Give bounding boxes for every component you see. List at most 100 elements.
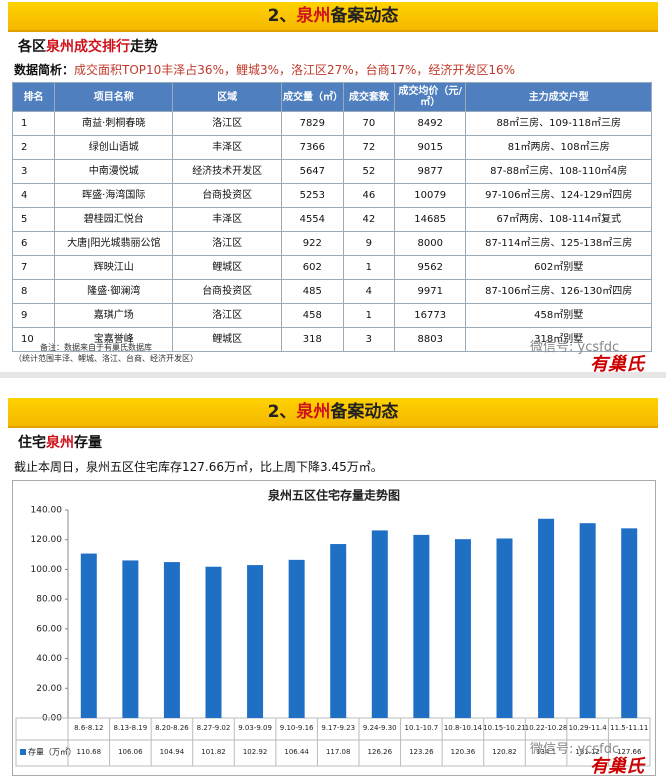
data-table-value: 120.36 (451, 748, 476, 756)
data-table-value: 131.12 (575, 748, 600, 756)
y-tick-label: 80.00 (36, 595, 62, 605)
table-cell: 87-106㎡三房、126-130㎡四房 (465, 279, 652, 304)
table-row: 6 大唐|阳光城翡丽公馆 洛江区 922 9 8000 87-114㎡三房、125-138㎡… (11, 231, 652, 256)
table-cell: 5253 (280, 183, 344, 208)
header-bar: 2、泉州备案动态 (8, 398, 658, 428)
table-cell: 7 (11, 255, 56, 280)
table-cell: 458 (280, 303, 344, 328)
legend-label: 存量（万㎡） (28, 747, 76, 757)
table-cell: 67㎡两房、108-114㎡复式 (465, 207, 652, 232)
table-cell: 485 (280, 279, 344, 304)
table-cell: 10 (11, 327, 56, 352)
watermark: 微信号: ycsfdc (530, 742, 620, 757)
column-header: 项目名称 (54, 82, 174, 112)
chart: 泉州五区住宅存量走势图 0.0020.0040.0060.0080.00100.… (12, 480, 656, 776)
column-header: 排名 (11, 82, 56, 112)
table-cell: 9971 (394, 279, 467, 304)
note: 备注：数据来自于有巢氏数据库 (40, 343, 152, 352)
x-tick-label: 8.13-8.19 (114, 724, 148, 732)
x-tick-label: 10.1-10.7 (405, 724, 439, 732)
table-cell: 经济技术开发区 (172, 159, 282, 184)
table-cell: 4554 (280, 207, 344, 232)
logo: 有巢氏 (590, 354, 644, 375)
table-cell: 隆盛·御澜湾 (54, 279, 174, 304)
table-cell: 14685 (394, 207, 467, 232)
bar (288, 559, 305, 718)
header-highlight: 泉州 (296, 402, 331, 422)
table-cell: 7829 (280, 111, 344, 136)
table-cell: 丰泽区 (172, 207, 282, 232)
table-cell: 602 (280, 255, 344, 280)
table-cell: 2 (11, 135, 56, 160)
column-header: 成交套数 (342, 82, 396, 112)
table-cell: 辉映江山 (54, 255, 174, 280)
summary: 数据简析：成交面积TOP10丰泽占36%，鲤城3%，洛江区27%，台商17%，经… (14, 61, 515, 78)
subtitle-text: 走势 (130, 39, 158, 55)
table-cell: 南益·刺桐春晓 (54, 111, 174, 136)
table-cell: 97-106㎡三房、124-129㎡四房 (465, 183, 652, 208)
table-cell: 7366 (280, 135, 344, 160)
subtitle-highlight: 泉州 (46, 435, 74, 451)
y-tick-label: 120.00 (31, 535, 63, 545)
data-table-value: 134.1 (536, 748, 556, 756)
header-text: 2、 (267, 402, 297, 422)
data-table-value: 101.82 (201, 748, 226, 756)
table-row: 10 宝嘉誉峰 鲤城区 318 3 8803 318㎡别墅 (11, 327, 652, 352)
x-tick-label: 9.17-9.23 (321, 724, 355, 732)
x-tick-label: 9.10-9.16 (280, 724, 314, 732)
stock-panel: 2、泉州备案动态 住宅泉州存量 截止本周日，泉州五区住宅库存127.66万㎡，比… (0, 396, 666, 776)
table-cell: 72 (342, 135, 396, 160)
table-cell: 3 (342, 327, 396, 352)
table-cell: 9 (342, 231, 396, 256)
data-table-value: 126.26 (368, 748, 393, 756)
x-tick-label: 9.03-9.09 (238, 724, 272, 732)
bar (413, 534, 430, 718)
data-table-value: 110.68 (77, 748, 102, 756)
data-table-value: 120.82 (492, 748, 517, 756)
legend-swatch (20, 749, 26, 755)
x-tick-label: 11.5-11.11 (610, 724, 648, 732)
table-cell: 922 (280, 231, 344, 256)
y-tick-label: 40.00 (36, 654, 62, 664)
header-highlight: 泉州 (296, 6, 331, 26)
data-table-value: 123.26 (409, 748, 434, 756)
table-cell: 42 (342, 207, 396, 232)
subtitle-text: 住宅 (18, 435, 46, 451)
column-header: 主力成交户型 (465, 82, 652, 112)
table-cell: 中南漫悦城 (54, 159, 174, 184)
table-cell: 1 (11, 111, 56, 136)
table-row: 9 嘉琪广场 洛江区 458 1 16773 458㎡别墅 (11, 303, 652, 328)
table-cell: 大唐|阳光城翡丽公馆 (54, 231, 174, 256)
subtitle: 住宅泉州存量 (18, 432, 102, 452)
table-cell: 台商投资区 (172, 279, 282, 304)
y-tick-label: 100.00 (31, 565, 63, 575)
table-row: 7 辉映江山 鲤城区 602 1 9562 602㎡别墅 (11, 255, 652, 280)
table-cell: 87-114㎡三房、125-138㎡三房 (465, 231, 652, 256)
data-table-value: 102.92 (243, 748, 268, 756)
table-cell: 16773 (394, 303, 467, 328)
table-cell: 46 (342, 183, 396, 208)
table-cell: 4 (342, 279, 396, 304)
summary: 截止本周日，泉州五区住宅库存127.66万㎡，比上周下降3.45万㎡。 (14, 460, 383, 474)
table-cell: 4 (11, 183, 56, 208)
table-cell: 洛江区 (172, 231, 282, 256)
table-cell: 5 (11, 207, 56, 232)
column-header: 成交量（㎡） (280, 82, 344, 112)
bar (205, 566, 222, 718)
table-cell: 9 (11, 303, 56, 328)
bar (454, 539, 471, 718)
table-cell: 宝嘉誉峰 (54, 327, 174, 352)
bar (80, 553, 97, 718)
table-cell: 台商投资区 (172, 183, 282, 208)
bar (538, 518, 555, 718)
bar (371, 530, 388, 718)
data-table-value: 106.44 (284, 748, 309, 756)
y-tick-label: 20.00 (36, 684, 62, 694)
summary-text: 成交面积TOP10丰泽占36%，鲤城3%，洛江区27%，台商17%，经济开发区1… (74, 63, 516, 77)
header-text: 2、 (267, 6, 297, 26)
table-row: 8 隆盛·御澜湾 台商投资区 485 4 9971 87-106㎡三房、126-130㎡四房 (11, 279, 652, 304)
table-cell: 602㎡别墅 (465, 255, 652, 280)
table-cell: 鲤城区 (172, 327, 282, 352)
header-text: 备案动态 (330, 402, 399, 422)
table-cell: 70 (342, 111, 396, 136)
